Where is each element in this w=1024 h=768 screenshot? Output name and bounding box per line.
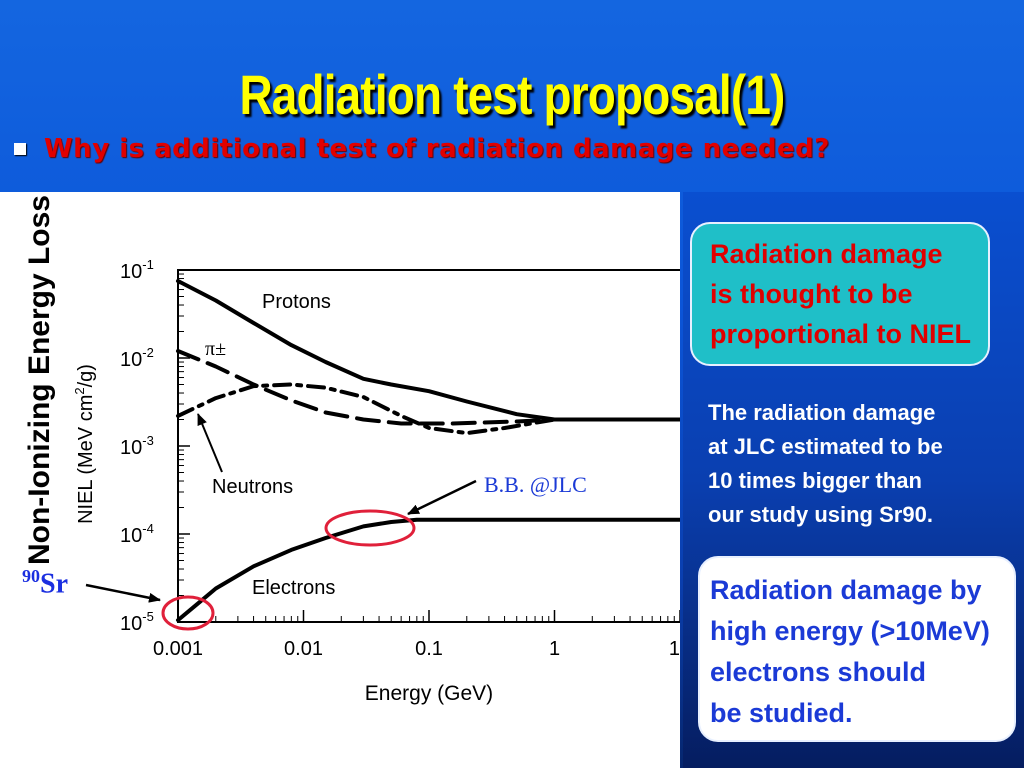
mid-text-line: our study using Sr90. <box>708 502 933 527</box>
box1-line: proportional to NIEL <box>710 319 971 349</box>
y-tick-label: 10-5 <box>120 609 154 635</box>
series-label-neutrons: Neutrons <box>212 476 293 498</box>
high-energy-electrons-box: Radiation damage by high energy (>10MeV)… <box>698 556 1016 742</box>
x-axis-label: Energy (GeV) <box>365 682 493 705</box>
y-tick-label: 10-4 <box>120 521 154 547</box>
series-label-electrons: Electrons <box>252 577 335 599</box>
jlc-arrow <box>407 479 477 516</box>
x-tick-label: 10 <box>669 638 680 660</box>
series-line-protons <box>176 279 680 422</box>
y-axis-label: NIEL (MeV cm2/g) <box>72 364 97 524</box>
box3-line: electrons should <box>710 657 927 687</box>
bb-jlc-label: B.B. @JLC <box>484 472 587 497</box>
series-label-protons: Protons <box>262 291 331 313</box>
series-label-pions: π± <box>205 338 226 360</box>
box3-line: high energy (>10MeV) <box>710 616 990 646</box>
box3-line: Radiation damage by <box>710 575 982 605</box>
box1-line: Radiation damage <box>710 239 943 269</box>
sr90-mass-number: 90 <box>22 566 40 586</box>
series-line-electrons <box>176 517 680 623</box>
mid-text-line: at JLC estimated to be <box>708 434 943 459</box>
box1-line: is thought to be <box>710 279 913 309</box>
jlc-highlight-ellipse <box>324 509 416 547</box>
niel-chart: 10-1 10-2 10-3 10-4 10-5 0.001 0.01 0.1 1 10 Prot… <box>72 257 680 705</box>
sr90-arrow <box>85 583 161 603</box>
y-tick-label: 10-1 <box>120 257 154 283</box>
sr90-element: Sr <box>40 568 68 600</box>
slide-title: Radiation test proposal(1) <box>239 63 785 126</box>
mid-text-line: The radiation damage <box>708 400 936 425</box>
subtitle-row: Why is additional test of radiation dama… <box>14 134 830 178</box>
box3-line: be studied. <box>710 698 853 728</box>
y-tick-label: 10-2 <box>120 345 154 371</box>
niel-proportional-box: Radiation damage is thought to be propor… <box>690 222 990 366</box>
x-tick-label: 0.001 <box>153 638 203 660</box>
series-line-neutrons <box>176 382 680 436</box>
sr90-highlight-ellipse <box>161 595 215 631</box>
jlc-estimate-text: The radiation damage at JLC estimated to… <box>708 396 1008 532</box>
mid-text-line: 10 times bigger than <box>708 468 922 493</box>
neutrons-pointer-line <box>197 413 223 473</box>
sr90-label: 90Sr <box>22 566 68 600</box>
slide-subtitle: Why is additional test of radiation dama… <box>44 134 830 164</box>
series-line-pion <box>176 349 680 426</box>
x-tick-label: 0.1 <box>415 638 443 660</box>
x-tick-label: 0.01 <box>284 638 323 660</box>
x-tick-label: 1 <box>549 638 560 660</box>
niel-side-title-text: Non-Ionizing Energy Loss <box>23 194 56 566</box>
y-tick-label: 10-3 <box>120 433 154 459</box>
square-bullet-icon <box>14 143 26 155</box>
chart-panel: 10-1 10-2 10-3 10-4 10-5 0.001 0.01 0.1 1 10 Prot… <box>0 192 680 768</box>
